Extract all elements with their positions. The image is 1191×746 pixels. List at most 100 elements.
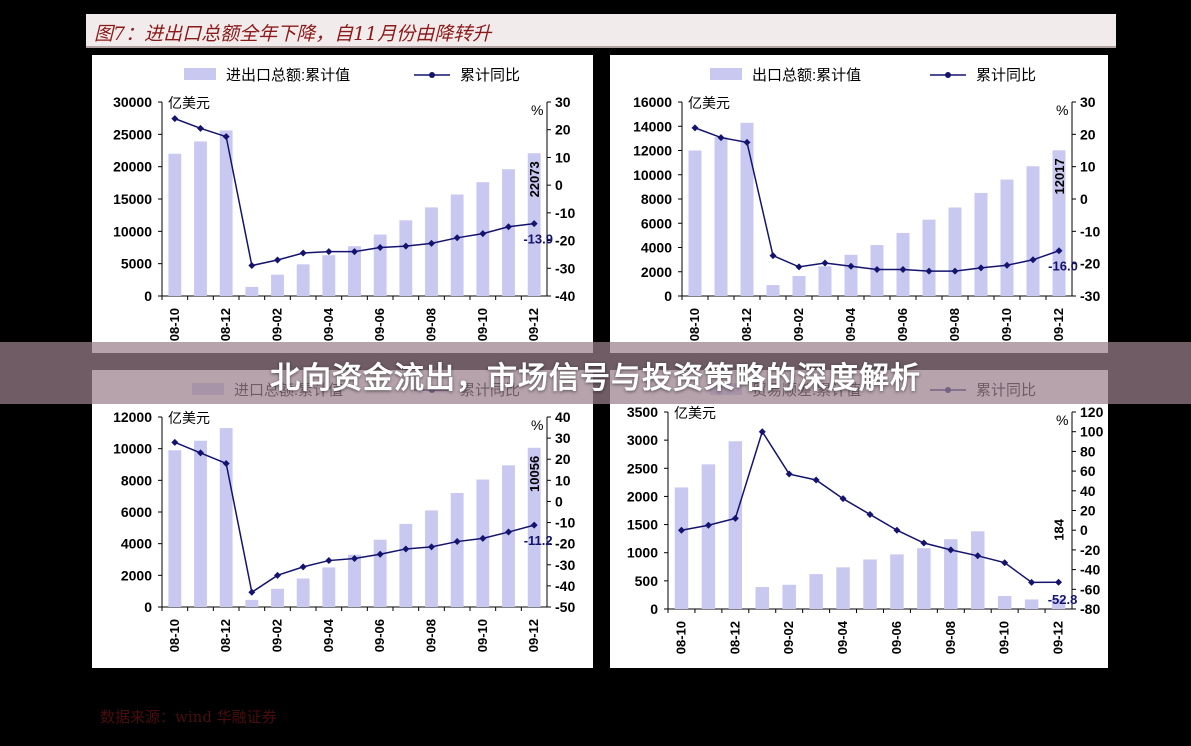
bar-mark	[219, 428, 233, 607]
legend-line-marker	[945, 72, 951, 78]
right-tick-label: 20	[555, 122, 571, 138]
right-tick-label: 40	[555, 409, 571, 425]
x-tick-label: 09-10	[997, 621, 1012, 654]
legend-bar-swatch	[184, 68, 216, 80]
right-axis-unit: %	[1056, 412, 1068, 428]
bar-mark	[399, 523, 413, 607]
left-tick-label: 30000	[113, 94, 152, 110]
line-point	[453, 234, 461, 242]
line-point	[274, 256, 281, 264]
bar-data-label: 10056	[527, 456, 542, 492]
right-axis-unit: %	[1056, 102, 1068, 118]
bar-mark	[425, 207, 438, 296]
right-tick-label: 60	[1080, 463, 1096, 479]
line-point	[947, 546, 955, 554]
right-tick-label: 100	[1080, 424, 1104, 440]
legend-line-label: 累计同比	[460, 67, 520, 84]
left-tick-label: 12000	[633, 143, 672, 159]
x-tick-label: 09-02	[791, 308, 806, 341]
bar-mark	[782, 584, 796, 609]
right-tick-label: 20	[1080, 126, 1096, 142]
right-tick-label: -10	[555, 515, 575, 531]
line-point	[743, 138, 751, 146]
bar-mark	[348, 246, 361, 296]
bar-mark	[245, 286, 259, 296]
right-tick-label: 0	[1080, 522, 1088, 538]
right-tick-label: 30	[555, 94, 571, 110]
line-point	[351, 248, 358, 256]
x-tick-label: 09-10	[475, 619, 490, 652]
line-point	[248, 262, 256, 270]
line-point	[428, 543, 435, 551]
line-point	[821, 259, 829, 267]
left-tick-label: 4000	[121, 536, 152, 552]
line-point	[866, 510, 874, 518]
line-point	[1055, 247, 1063, 255]
left-tick-label: 3000	[627, 432, 658, 448]
left-tick-label: 1500	[627, 517, 658, 533]
chart-trade-surplus: 贸易顺差:累计值累计同比亿美元%050010001500200025003000…	[627, 382, 1104, 654]
line-point	[530, 220, 538, 228]
line-point	[299, 563, 307, 571]
bar-mark	[502, 465, 515, 607]
x-tick-label: 09-06	[889, 621, 904, 654]
bar-mark	[766, 285, 780, 296]
right-tick-label: 10	[1080, 159, 1096, 175]
right-tick-label: -20	[1080, 542, 1100, 558]
left-tick-label: 16000	[633, 94, 672, 110]
x-tick-label: 09-02	[270, 619, 285, 652]
line-point	[1028, 578, 1036, 586]
bar-mark	[836, 567, 850, 609]
x-tick-label: 09-12	[1051, 621, 1066, 654]
x-tick-label: 09-08	[424, 308, 439, 341]
bar-mark	[701, 464, 716, 609]
bar-mark	[1024, 599, 1039, 609]
line-point	[402, 545, 410, 553]
left-axis-unit: 亿美元	[688, 96, 730, 112]
left-tick-label: 10000	[633, 167, 672, 183]
overlay-title: 北向资金流出，市场信号与投资策略的深度解析	[270, 361, 921, 396]
x-tick-label: 09-02	[781, 621, 796, 654]
line-point	[197, 124, 204, 132]
bar-mark	[971, 531, 985, 609]
line-point	[325, 248, 333, 256]
bar-mark	[863, 559, 877, 609]
right-tick-label: -60	[1080, 581, 1100, 597]
right-tick-label: -30	[555, 260, 575, 276]
bar-mark	[688, 150, 702, 296]
line-point	[769, 252, 777, 260]
line-point	[951, 267, 959, 275]
legend-bar-swatch	[710, 68, 742, 80]
line-point	[812, 476, 820, 484]
x-tick-label: 09-06	[895, 308, 910, 341]
bar-mark	[296, 264, 310, 296]
line-point	[974, 552, 982, 560]
right-tick-label: -30	[1080, 288, 1100, 304]
left-tick-label: 2000	[641, 264, 672, 280]
x-tick-label: 08-10	[167, 619, 182, 652]
bar-mark	[476, 479, 490, 607]
x-tick-label: 09-08	[943, 621, 958, 654]
line-point	[1055, 578, 1063, 586]
left-tick-label: 6000	[121, 504, 152, 520]
chart-panel-surplus: 贸易顺差:累计值累计同比亿美元%050010001500200025003000…	[610, 370, 1108, 668]
bar-mark	[1051, 598, 1066, 609]
left-tick-label: 15000	[113, 191, 152, 207]
right-tick-label: 10	[555, 149, 571, 165]
right-tick-label: 20	[1080, 503, 1096, 519]
right-tick-label: -80	[1080, 601, 1100, 617]
line-point	[758, 428, 766, 436]
left-axis-unit: 亿美元	[168, 96, 210, 112]
line-point	[222, 133, 230, 141]
bar-mark	[194, 141, 207, 296]
line-point	[795, 263, 803, 271]
line-point	[197, 449, 204, 457]
chart-import: 进口总额:累计值累计同比亿美元%020004000600080001000012…	[113, 382, 575, 652]
line-point	[171, 115, 179, 123]
legend-bar-label: 出口总额:累计值	[752, 67, 861, 84]
bar-mark	[674, 487, 689, 609]
left-tick-label: 500	[635, 573, 659, 589]
left-tick-label: 8000	[641, 191, 672, 207]
